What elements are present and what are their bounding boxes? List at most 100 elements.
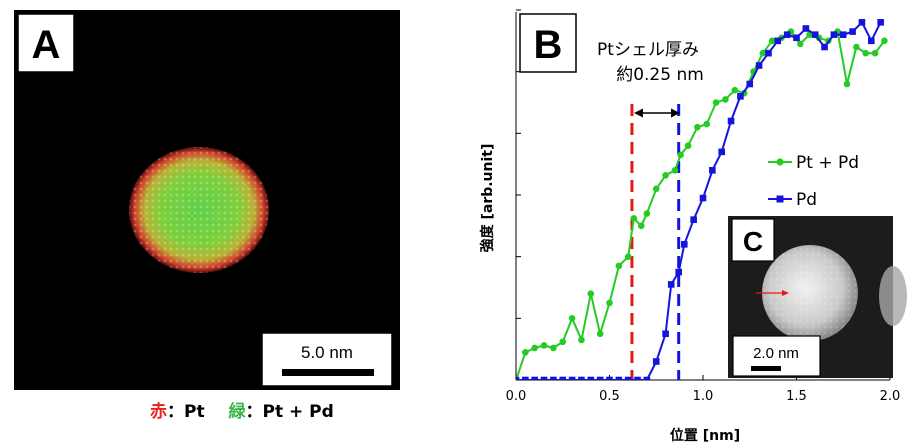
x-tick-label: 0.5 bbox=[599, 389, 620, 404]
legend-green-sep: ： bbox=[246, 402, 263, 422]
scale-bar-a bbox=[282, 369, 374, 376]
x-tick-label: 0.0 bbox=[506, 389, 527, 404]
data-point bbox=[606, 299, 613, 307]
data-point bbox=[684, 142, 692, 149]
data-point bbox=[681, 241, 688, 248]
data-point bbox=[737, 93, 744, 100]
panel-c-label-box bbox=[731, 218, 775, 262]
data-point bbox=[634, 376, 641, 380]
data-point bbox=[671, 167, 679, 174]
data-point bbox=[858, 19, 866, 26]
scale-bar-label-a: 5.0 nm bbox=[301, 343, 353, 362]
data-point bbox=[540, 376, 548, 380]
data-point bbox=[853, 43, 860, 51]
data-point bbox=[862, 49, 869, 57]
nanoparticle-map bbox=[129, 147, 269, 273]
legend-red-key: 赤 bbox=[150, 401, 167, 422]
data-point bbox=[540, 342, 548, 349]
data-point bbox=[624, 253, 632, 260]
data-point bbox=[783, 31, 791, 38]
chart-legend: Pt + Pd Pd bbox=[768, 153, 859, 210]
data-point bbox=[522, 376, 529, 380]
data-point bbox=[615, 262, 623, 270]
data-point bbox=[522, 348, 529, 356]
data-point bbox=[731, 86, 739, 94]
panel-a-label: A bbox=[32, 23, 61, 67]
y-axis-label: 強度 [arb.unit] bbox=[479, 144, 496, 253]
series-group bbox=[516, 19, 888, 380]
data-point bbox=[722, 96, 729, 103]
data-point bbox=[793, 34, 800, 42]
legend-red-sep: ： bbox=[167, 402, 184, 422]
data-point bbox=[568, 376, 576, 380]
data-point bbox=[559, 338, 567, 346]
data-point bbox=[606, 376, 613, 380]
legend-label-ptpd: Pt + Pd bbox=[796, 153, 859, 173]
scale-bar-box-a bbox=[261, 332, 393, 387]
data-point bbox=[712, 99, 720, 106]
data-point bbox=[596, 330, 604, 338]
panel-b-label: B bbox=[534, 23, 563, 67]
data-point bbox=[802, 25, 810, 32]
data-point bbox=[871, 49, 879, 57]
data-point bbox=[516, 376, 520, 380]
data-point bbox=[550, 344, 557, 352]
legend-label-pd: Pd bbox=[796, 190, 817, 210]
scale-bar-c bbox=[751, 366, 781, 371]
x-tick-label: 1.5 bbox=[786, 389, 807, 404]
data-point bbox=[677, 151, 684, 159]
data-point bbox=[675, 268, 682, 276]
legend-marker-pd bbox=[776, 195, 784, 203]
data-point bbox=[796, 40, 804, 48]
data-point bbox=[843, 80, 851, 88]
data-point bbox=[877, 19, 884, 26]
data-point bbox=[587, 376, 595, 380]
data-point bbox=[624, 376, 632, 380]
data-point bbox=[849, 28, 856, 35]
data-point bbox=[839, 31, 847, 38]
data-point bbox=[830, 31, 838, 38]
chart-b: 0.0 0.5 1.0 1.5 2.0 bbox=[506, 9, 900, 404]
data-point bbox=[643, 210, 651, 217]
data-point bbox=[690, 216, 697, 223]
data-point bbox=[727, 117, 735, 125]
x-tick-label: 1.0 bbox=[693, 389, 714, 404]
legend-green-key: 緑 bbox=[229, 401, 247, 422]
data-point bbox=[755, 62, 763, 69]
x-ticks: 0.0 0.5 1.0 1.5 2.0 bbox=[506, 375, 900, 404]
data-point bbox=[774, 37, 782, 45]
data-point bbox=[531, 344, 538, 352]
data-point bbox=[578, 376, 585, 380]
data-point bbox=[630, 215, 638, 222]
data-point bbox=[662, 330, 669, 338]
legend-green-value: Pt + Pd bbox=[263, 402, 334, 422]
data-point bbox=[694, 123, 701, 131]
shell-annotation-line2: 約0.25 nm bbox=[616, 65, 704, 85]
x-axis-label: 位置 [nm] bbox=[670, 427, 740, 444]
data-point bbox=[759, 49, 767, 57]
data-point bbox=[703, 120, 711, 128]
data-point bbox=[643, 376, 651, 380]
data-point bbox=[765, 49, 772, 57]
data-point bbox=[652, 185, 660, 193]
data-point bbox=[531, 376, 538, 380]
shell-markers bbox=[630, 104, 681, 380]
data-point bbox=[652, 358, 660, 365]
panel-c-label: C bbox=[743, 226, 763, 257]
data-point bbox=[550, 376, 557, 380]
legend-marker-ptpd bbox=[776, 158, 784, 166]
data-point bbox=[662, 171, 669, 179]
data-point bbox=[811, 31, 819, 38]
data-point bbox=[578, 336, 585, 344]
panel-c-inset: C 2.0 nm bbox=[728, 216, 907, 378]
data-point bbox=[709, 167, 716, 174]
data-point bbox=[637, 222, 645, 230]
scale-bar-label-c: 2.0 nm bbox=[753, 345, 799, 362]
data-point bbox=[559, 376, 567, 380]
panel-a-legend: 赤：Pt 緑：Pt + Pd bbox=[150, 401, 334, 422]
shell-thickness-arrow bbox=[634, 108, 680, 118]
legend-red-value: Pt bbox=[184, 402, 205, 422]
data-point bbox=[881, 37, 888, 45]
panel-b-label-box bbox=[519, 13, 577, 73]
